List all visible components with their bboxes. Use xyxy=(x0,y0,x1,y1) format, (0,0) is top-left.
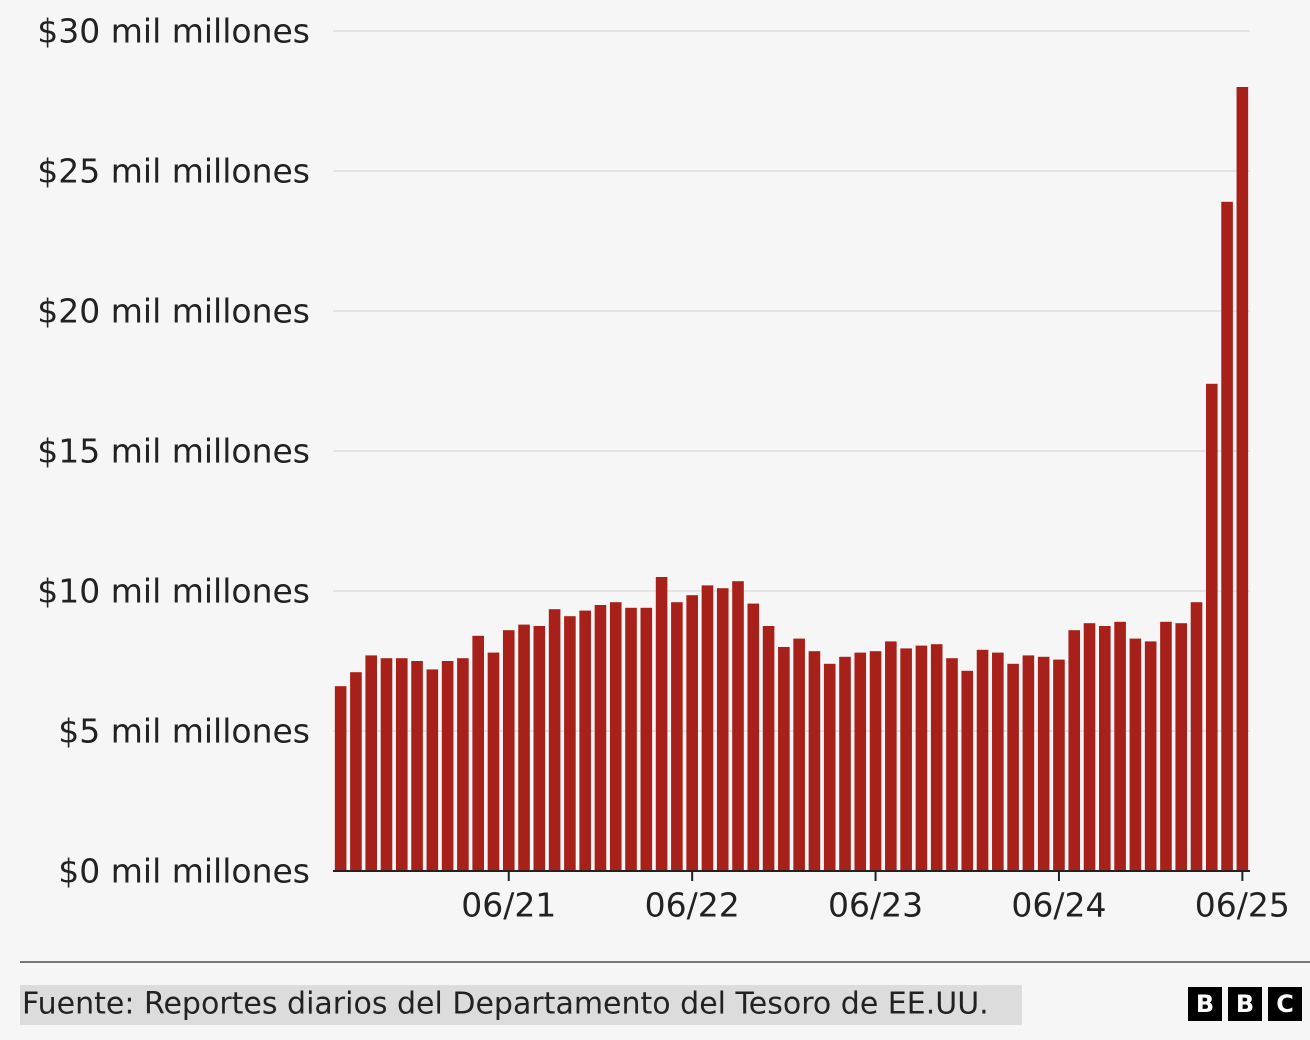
bar xyxy=(701,585,714,871)
bar xyxy=(548,609,561,871)
bar xyxy=(1037,656,1050,871)
bar xyxy=(793,638,805,871)
bar xyxy=(487,652,500,871)
bar xyxy=(762,626,775,871)
bar xyxy=(900,648,912,871)
source-background xyxy=(20,985,1022,1025)
bar xyxy=(961,670,974,871)
logo-box xyxy=(1268,987,1302,1021)
bar xyxy=(655,577,668,871)
bar xyxy=(671,602,683,871)
bar xyxy=(1144,641,1157,871)
bar xyxy=(1205,383,1218,871)
bar xyxy=(930,644,943,871)
bar xyxy=(625,607,637,871)
bar xyxy=(472,635,484,871)
y-tick-label: $25 mil millones xyxy=(37,152,310,191)
bar xyxy=(426,669,439,871)
bar xyxy=(778,647,790,871)
logo-box xyxy=(1188,987,1222,1021)
bar xyxy=(1053,659,1065,871)
bar xyxy=(1068,630,1081,871)
logo-letter: C xyxy=(1276,990,1294,1018)
logo-letter: B xyxy=(1196,990,1214,1018)
bar xyxy=(1190,602,1203,871)
x-tick-label: 06/25 xyxy=(1195,886,1290,925)
y-tick-label: $15 mil millones xyxy=(37,432,310,471)
bar xyxy=(915,645,928,871)
logo-letter: B xyxy=(1236,990,1254,1018)
x-tick-label: 06/22 xyxy=(645,886,740,925)
bar xyxy=(854,652,867,871)
bar xyxy=(594,605,607,871)
bar xyxy=(1221,201,1233,872)
bar xyxy=(564,616,576,871)
bar xyxy=(609,602,622,871)
bar xyxy=(839,656,851,871)
bar xyxy=(518,624,530,871)
bar xyxy=(946,658,958,871)
x-tick-label: 06/24 xyxy=(1011,886,1106,925)
y-tick-label: $0 mil millones xyxy=(58,852,310,891)
bar xyxy=(1236,87,1249,871)
bar xyxy=(747,603,760,871)
bar xyxy=(1160,621,1172,871)
x-tick-label: 06/23 xyxy=(828,886,923,925)
bar xyxy=(716,588,729,871)
bar xyxy=(579,610,591,871)
bar xyxy=(457,658,469,871)
x-tick-label: 06/21 xyxy=(461,886,556,925)
bar xyxy=(976,649,989,871)
bar xyxy=(869,651,882,871)
bar xyxy=(640,607,653,871)
bar xyxy=(334,686,347,871)
bar xyxy=(1175,623,1188,871)
y-tick-label: $5 mil millones xyxy=(58,712,310,751)
bar xyxy=(1129,638,1142,871)
bar xyxy=(686,595,698,871)
bar xyxy=(823,663,836,871)
bar xyxy=(350,672,362,871)
logo-box xyxy=(1228,987,1262,1021)
bar xyxy=(1022,655,1035,871)
bar xyxy=(411,661,423,871)
bar xyxy=(1099,626,1111,871)
bar xyxy=(441,661,454,871)
bar xyxy=(533,626,546,871)
bar xyxy=(395,658,408,871)
bar xyxy=(502,630,515,871)
bar xyxy=(992,652,1004,871)
bar xyxy=(365,655,378,871)
bar xyxy=(808,651,821,871)
bar xyxy=(1007,663,1019,871)
y-tick-label: $20 mil millones xyxy=(37,292,310,331)
source: Fuente: Reportes diarios del Departament… xyxy=(22,987,989,1022)
bar xyxy=(732,581,744,871)
bar xyxy=(380,658,393,871)
bar xyxy=(1114,621,1126,871)
bar xyxy=(885,641,897,871)
y-tick-label: $30 mil millones xyxy=(37,12,310,51)
y-tick-label: $10 mil millones xyxy=(37,572,310,611)
bar xyxy=(1083,623,1096,871)
